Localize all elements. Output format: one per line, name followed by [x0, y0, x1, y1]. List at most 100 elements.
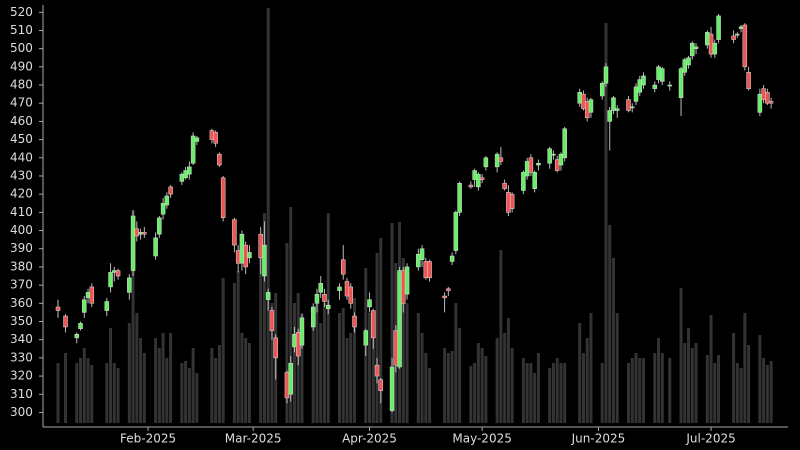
volume-bar [371, 313, 375, 423]
volume-bar [289, 207, 293, 423]
y-tick-label: 490 [10, 59, 33, 73]
volume-bar [668, 358, 672, 423]
volume-bar [240, 333, 244, 423]
volume-bar [506, 318, 510, 423]
volume-bar [116, 368, 120, 423]
volume-bar [525, 363, 529, 423]
candle-body [738, 26, 744, 29]
volume-bar [341, 308, 345, 423]
volume-bar [64, 353, 68, 423]
volume-bar [210, 348, 214, 423]
candle-body [322, 293, 327, 302]
candle-body [506, 192, 511, 213]
y-tick-label: 360 [10, 296, 33, 310]
candle-body [314, 293, 320, 304]
candle-body [187, 166, 192, 175]
candle-body [397, 270, 402, 368]
volume-bar [529, 363, 533, 423]
volume-bar [660, 353, 664, 423]
candle-body [235, 250, 241, 264]
y-tick-label: 450 [10, 132, 33, 146]
candle-body [179, 173, 185, 182]
volume-bar [184, 361, 188, 423]
volume-bar [315, 303, 319, 423]
candle-body [194, 137, 200, 142]
y-tick-label: 510 [10, 23, 33, 37]
candle-body [108, 272, 113, 288]
candle-body [363, 330, 369, 346]
candle-body [446, 288, 451, 291]
candle-body [607, 110, 612, 122]
y-tick-label: 400 [10, 223, 33, 237]
candle-body [341, 259, 346, 275]
y-tick-label: 340 [10, 332, 33, 346]
volume-bar [221, 278, 225, 423]
volume-bar [604, 23, 608, 423]
volume-bar [109, 328, 113, 423]
volume-bar [484, 356, 488, 423]
volume-bar [322, 303, 326, 423]
volume-bar [142, 353, 146, 423]
volume-bar [762, 358, 766, 423]
candle-body [401, 270, 406, 304]
volume-bar [454, 303, 458, 423]
candle-body [735, 33, 740, 36]
volume-bar [694, 343, 698, 423]
candle-body [742, 24, 748, 68]
volume-bar [521, 358, 525, 423]
candle-body [239, 233, 245, 264]
volume-bar [105, 363, 109, 423]
candle-body [63, 315, 68, 328]
candle-body [599, 82, 605, 97]
volume-bar [683, 343, 687, 423]
volume-bar [79, 358, 83, 423]
candle-body [269, 310, 275, 331]
candle-body [427, 261, 432, 279]
volume-bar [769, 361, 773, 423]
candle-body [705, 32, 710, 46]
volume-bar [292, 303, 296, 423]
y-tick-label: 440 [10, 150, 33, 164]
volume-bar [319, 323, 323, 423]
candle-body [419, 248, 425, 260]
candle-body [423, 261, 429, 279]
candle-body [352, 315, 357, 328]
x-tick-label: Feb-2025 [120, 432, 176, 446]
candle-body [686, 57, 691, 66]
volume-bar [82, 348, 86, 423]
candle-body [678, 68, 684, 99]
volume-bar [420, 333, 424, 423]
y-tick-label: 430 [10, 168, 33, 182]
y-tick-label: 310 [10, 387, 33, 401]
candle-body [757, 93, 763, 113]
volume-bar [416, 313, 420, 423]
candle-body [374, 364, 380, 377]
candle-body [157, 217, 162, 235]
volume-bar [713, 363, 717, 423]
volume-bar [345, 338, 349, 423]
candle-body [656, 66, 661, 80]
candle-body [509, 193, 515, 209]
candle-body [232, 219, 237, 246]
candle-body [588, 99, 594, 113]
candle-body [104, 301, 110, 311]
candle-body [652, 84, 658, 89]
y-tick-label: 300 [10, 405, 33, 419]
volume-bar [180, 363, 184, 423]
candle-body [209, 130, 215, 140]
y-tick-label: 500 [10, 41, 33, 55]
volume-bar [326, 213, 330, 423]
volume-bar [765, 365, 769, 423]
candle-body [130, 215, 136, 271]
candle-body [371, 310, 376, 339]
candle-body [761, 88, 766, 100]
candle-body [551, 153, 556, 156]
candle-body [85, 292, 91, 299]
candle-body [134, 228, 140, 237]
candle-body [476, 173, 481, 188]
volume-bar [536, 353, 540, 423]
candle-body [521, 172, 526, 191]
candle-body [220, 177, 226, 219]
volume-bar [548, 368, 552, 423]
